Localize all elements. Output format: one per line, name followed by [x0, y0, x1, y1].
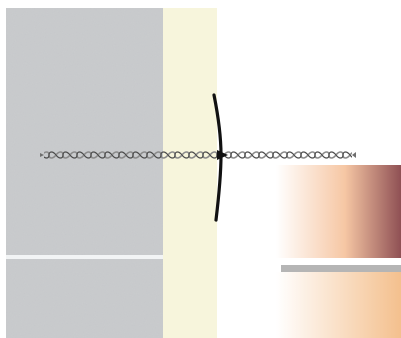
insulation-layer — [163, 8, 217, 338]
facing-brick-upper — [276, 165, 401, 258]
drip-disc — [212, 93, 228, 222]
masonry-wall — [6, 8, 163, 338]
mortar-joint — [281, 265, 401, 272]
twisted-wall-tie — [40, 150, 356, 160]
facing-brick-lower — [276, 272, 401, 338]
wall-mortar-line — [6, 255, 163, 259]
